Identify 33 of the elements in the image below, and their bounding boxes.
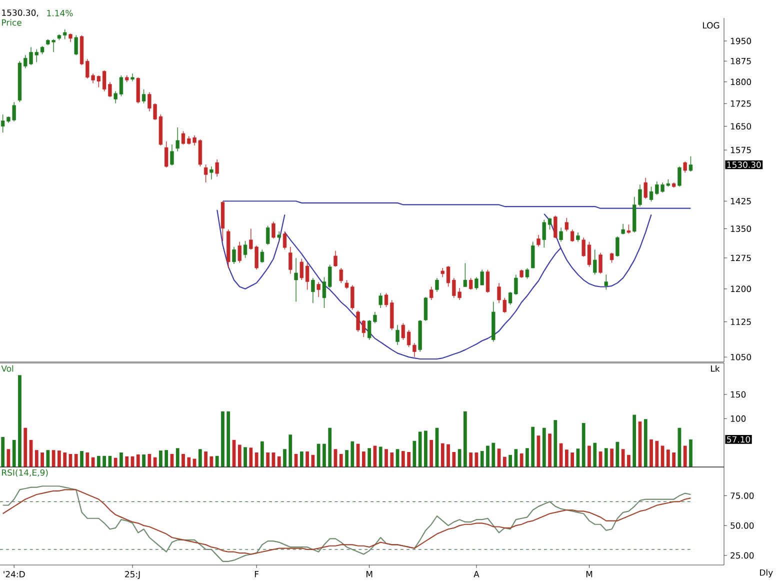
y-tick-label: 1125: [730, 318, 751, 326]
y-tick-label: 1575: [730, 146, 751, 154]
chart-title: RSI(14,E,9): [2, 469, 48, 477]
y-tick-label: 1875: [730, 58, 751, 64]
y-tick-label: 1200: [730, 286, 752, 292]
y-tick-label: 100: [730, 415, 746, 422]
y-tick-label: 1650: [730, 123, 752, 130]
text: 57.10: [727, 436, 750, 443]
y-tick-label: 1050: [730, 354, 752, 360]
y-tick-label: 25.00: [730, 552, 754, 559]
y-tick-label: 1275: [730, 254, 751, 262]
x-tick-label: M: [366, 571, 372, 578]
x-tick-label: '24:D: [4, 571, 25, 578]
y-tick-label: 1350: [730, 226, 752, 232]
chart-subtitle: 1.14%: [47, 10, 73, 16]
text: Dly: [760, 569, 773, 578]
y-axis-title: Price: [2, 19, 22, 26]
y-axis-title: Lk: [711, 365, 720, 372]
chart-title: Vol: [1, 365, 14, 372]
y-tick-label: 1725: [730, 100, 751, 107]
x-tick-label: 25:J: [125, 571, 140, 580]
x-tick-label: M: [586, 571, 592, 578]
y-tick-label: 50.00: [730, 522, 754, 529]
x-tick-label: F: [254, 571, 258, 578]
text: 1530.30: [727, 162, 761, 168]
y-tick-label: 75.00: [730, 492, 754, 499]
x-tick-label: A: [474, 571, 480, 578]
y-tick-label: 150: [730, 391, 746, 398]
chart-title: 1530.30,: [2, 9, 38, 17]
text: LOG: [702, 22, 720, 29]
y-tick-label: 1800: [730, 78, 752, 86]
y-tick-label: 1425: [730, 198, 751, 204]
y-tick-label: 1950: [730, 38, 752, 44]
